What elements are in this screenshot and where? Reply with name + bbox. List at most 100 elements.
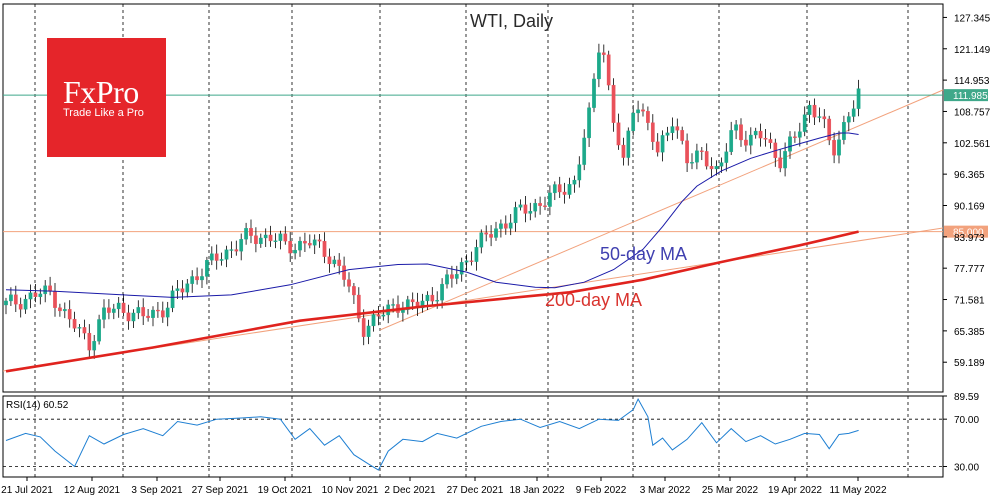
candle-body <box>543 205 547 207</box>
candle-body <box>655 141 660 153</box>
y-tick-label: 77.777 <box>954 264 985 275</box>
candle-body <box>72 318 77 329</box>
candle-body <box>317 239 322 242</box>
candle-body <box>195 276 199 281</box>
y-tick-label: 59.189 <box>954 358 985 369</box>
candle-body <box>67 309 72 320</box>
candle-body <box>376 314 381 317</box>
candle-body <box>851 108 856 117</box>
candle-body <box>606 54 611 86</box>
candle-body <box>342 265 346 280</box>
candle-body <box>685 140 689 164</box>
rsi-tick-label: 30.00 <box>954 462 979 473</box>
candle-body <box>92 341 97 351</box>
rsi-tick-label: 70.00 <box>954 415 979 426</box>
candle-body <box>111 308 116 313</box>
candle-body <box>778 157 783 169</box>
candle-body <box>797 131 802 138</box>
candle-body <box>293 249 297 254</box>
candle-body <box>788 136 792 152</box>
candle-body <box>347 279 351 287</box>
rsi-line <box>5 397 859 471</box>
candle-body <box>356 294 361 319</box>
candle-body <box>190 276 195 284</box>
candle-body <box>151 309 155 318</box>
candle-body <box>631 112 636 132</box>
candle-body <box>121 302 126 313</box>
candle-body <box>802 114 807 132</box>
candle-body <box>748 134 753 146</box>
candle-body <box>224 249 229 260</box>
candle-body <box>646 111 650 123</box>
candle-body <box>97 319 101 342</box>
x-tick-label: 25 Mar 2022 <box>702 485 759 496</box>
candle-body <box>837 139 841 156</box>
candle-body <box>327 256 332 265</box>
candle-body <box>763 137 768 140</box>
candle-body <box>665 132 670 136</box>
logo-tagline: Trade Like a Pro <box>63 107 144 119</box>
candle-body <box>562 191 567 195</box>
candle-body <box>87 332 92 351</box>
candle-body <box>332 259 337 265</box>
candle-body <box>548 192 552 207</box>
y-tick-label: 127.345 <box>954 13 991 24</box>
candle-body <box>616 122 621 146</box>
candle-body <box>9 294 13 302</box>
candle-body <box>13 294 18 305</box>
candle-body <box>503 223 508 229</box>
candle-body <box>263 234 268 239</box>
candle-body <box>165 307 170 318</box>
candle-body <box>77 327 82 329</box>
candle-body <box>82 327 87 334</box>
candle-body <box>58 307 62 312</box>
candle-body <box>43 285 48 295</box>
candle-body <box>126 312 131 322</box>
candle-body <box>298 240 302 251</box>
candle-body <box>513 207 518 224</box>
candle-body <box>695 150 699 163</box>
x-tick-label: 3 Mar 2022 <box>640 485 691 496</box>
candle-body <box>4 300 8 306</box>
candle-body <box>641 109 645 112</box>
y-tick-label: 83.973 <box>954 233 985 244</box>
candle-body <box>410 299 415 303</box>
candle-body <box>601 52 606 55</box>
candle-body <box>405 299 410 310</box>
x-tick-label: 2 Dec 2021 <box>384 485 436 496</box>
price-tag-label: 111.985 <box>953 91 988 102</box>
y-tick-label: 108.757 <box>954 107 991 118</box>
candle-body <box>244 228 248 240</box>
candle-body <box>704 151 709 167</box>
candle-body <box>175 288 180 291</box>
candle-body <box>160 310 165 318</box>
candle-body <box>499 223 503 229</box>
candle-body <box>268 234 273 242</box>
candle-body <box>734 124 738 131</box>
candle-body <box>768 139 773 144</box>
candle-body <box>239 239 244 252</box>
candle-body <box>807 104 812 115</box>
candle-body <box>817 116 822 118</box>
candle-body <box>48 285 52 292</box>
candle-body <box>33 292 38 298</box>
candle-body <box>856 88 861 109</box>
candle-body <box>812 104 817 118</box>
candle-body <box>680 130 685 141</box>
level-tag <box>944 225 988 238</box>
candle-body <box>454 274 459 279</box>
candle-body <box>234 249 239 252</box>
candle-body <box>484 232 489 235</box>
candle-body <box>391 304 395 306</box>
y-tick-label: 71.581 <box>954 296 985 307</box>
ma200-line <box>5 230 859 373</box>
candle-body <box>533 203 538 212</box>
candle-body <box>827 118 832 141</box>
candle-body <box>577 164 582 181</box>
candle-body <box>699 150 704 152</box>
candle-body <box>435 300 440 302</box>
candle-body <box>714 166 719 170</box>
y-tick-label: 114.953 <box>954 76 990 87</box>
ma200-annotation: 200-day MA <box>545 290 642 310</box>
candle-body <box>572 179 577 185</box>
